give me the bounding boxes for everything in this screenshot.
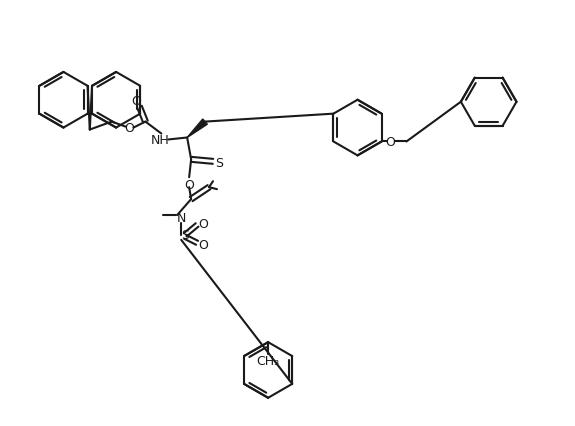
Text: O: O: [184, 178, 194, 191]
Text: O: O: [132, 95, 141, 108]
Text: O: O: [198, 218, 208, 231]
Text: S: S: [215, 156, 223, 170]
Text: N: N: [177, 212, 186, 225]
Polygon shape: [187, 120, 208, 138]
Text: S: S: [181, 229, 189, 242]
Text: O: O: [386, 135, 396, 149]
Text: CH₃: CH₃: [256, 354, 279, 367]
Text: O: O: [125, 122, 135, 135]
Text: NH: NH: [151, 134, 170, 147]
Text: O: O: [198, 239, 208, 252]
